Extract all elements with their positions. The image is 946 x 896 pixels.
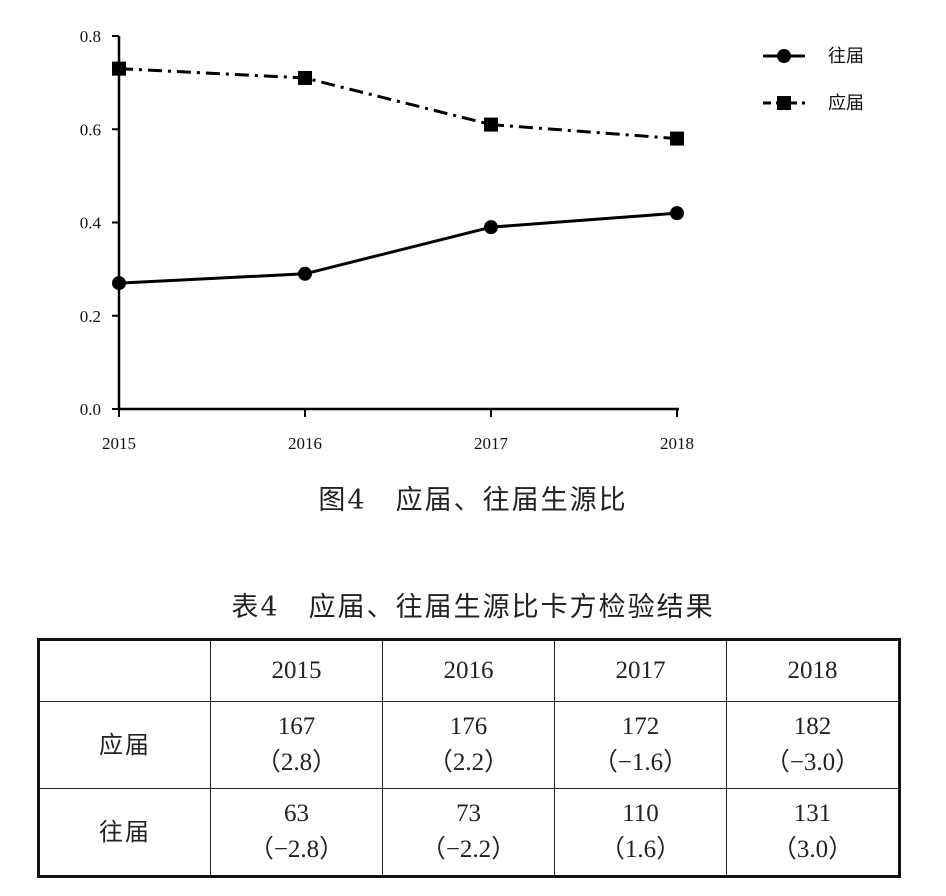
data-point (484, 117, 498, 132)
table-cell: 110 （1.6） (554, 788, 727, 877)
cell-residual: （2.8） (255, 749, 338, 776)
legend-marker (777, 96, 791, 110)
table-cell: 131 （3.0） (726, 788, 900, 877)
series-line-2 (118, 67, 678, 141)
row-label-fresh-graduates: 应届 (38, 701, 211, 789)
table-cell: 63 （−2.8） (210, 788, 383, 877)
cell-residual: （−1.6） (592, 749, 689, 776)
header-cell-2016: 2016 (382, 639, 555, 702)
cell-count: 131 (793, 800, 832, 827)
y-tick-label: 0.0 (80, 400, 101, 419)
legend-label: 应届 (828, 93, 864, 114)
cell-residual: （3.0） (771, 836, 854, 863)
y-axis-ticks: 0.0 0.2 0.4 0.6 0.8 (80, 27, 119, 419)
cell-count: 172 (621, 713, 660, 740)
cell-residual: （−3.0） (764, 749, 861, 776)
table-cell: 73 （−2.2） (382, 788, 555, 877)
table-row-past-graduates: 往届 63 （−2.8） 73 （−2.2） 110 （1.6） 131 （3.… (38, 788, 900, 877)
x-tick-label: 2018 (660, 434, 694, 453)
series-layer (112, 61, 684, 291)
cell-residual: （2.2） (427, 749, 510, 776)
data-point (298, 70, 312, 85)
cell-count: 73 (456, 800, 481, 827)
data-point (484, 220, 498, 235)
table-cell: 176 （2.2） (382, 701, 555, 789)
y-tick-label: 0.4 (80, 214, 102, 233)
y-tick-label: 0.6 (80, 120, 101, 139)
table-header-row: 2015 2016 2017 2018 (38, 639, 900, 702)
table-caption: 表4 应届、往届生源比卡方检验结果 (231, 592, 715, 623)
data-point (298, 266, 312, 281)
figure-caption: 图4 应届、往届生源比 (318, 485, 628, 516)
table-cell: 182 （−3.0） (726, 701, 900, 789)
header-cell-2015: 2015 (210, 639, 383, 702)
legend-label: 往届 (828, 46, 864, 67)
x-axis-ticks: 2015 2016 2017 2018 (102, 409, 694, 453)
line-chart: 0.0 0.2 0.4 0.6 0.8 2015 2016 2017 2018 往届应届 (80, 27, 864, 453)
table-cell: 172 （−1.6） (554, 701, 727, 789)
data-point (112, 61, 126, 76)
header-cell-2017: 2017 (554, 639, 727, 702)
chi-square-table: 2015 2016 2017 2018 应届 167 （2.8） 176 （2.… (37, 638, 901, 878)
cell-residual: （−2.8） (248, 836, 345, 863)
cell-count: 167 (277, 713, 316, 740)
cell-residual: （−2.2） (420, 836, 517, 863)
data-point (670, 206, 684, 221)
x-tick-label: 2017 (474, 434, 509, 453)
x-tick-label: 2015 (102, 434, 136, 453)
cell-count: 110 (622, 800, 659, 827)
table-cell: 167 （2.8） (210, 701, 383, 789)
x-tick-label: 2016 (288, 434, 322, 453)
cell-count: 63 (284, 800, 309, 827)
cell-count: 182 (793, 713, 832, 740)
data-point (670, 131, 684, 146)
table-row-fresh-graduates: 应届 167 （2.8） 176 （2.2） 172 （−1.6） 182 （−… (38, 701, 900, 789)
series-line-1 (118, 211, 678, 285)
data-point (112, 276, 126, 291)
y-tick-label: 0.8 (80, 27, 101, 46)
row-label-past-graduates: 往届 (38, 788, 211, 877)
cell-residual: （1.6） (599, 836, 682, 863)
header-cell-corner (38, 639, 211, 702)
header-cell-2018: 2018 (726, 639, 900, 702)
cell-count: 176 (449, 713, 488, 740)
legend-marker (777, 49, 791, 63)
y-tick-label: 0.2 (80, 307, 101, 326)
